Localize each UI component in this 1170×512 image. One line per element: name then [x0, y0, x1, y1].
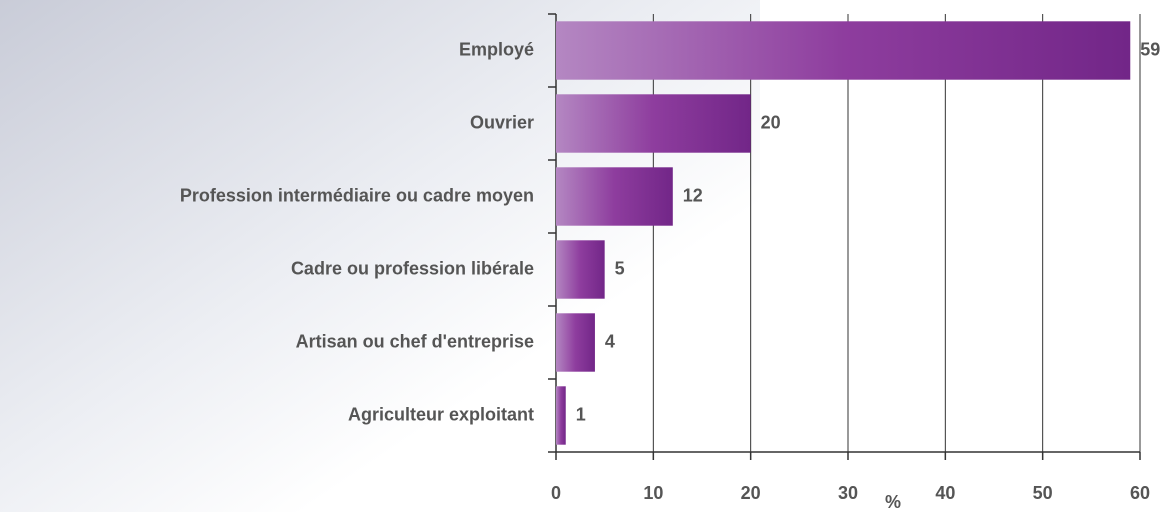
x-tick-label: 20 — [741, 483, 761, 503]
bar — [556, 386, 566, 445]
value-label: 5 — [615, 258, 625, 278]
x-axis-label: % — [885, 492, 901, 512]
y-tick-label: Cadre ou profession libérale — [291, 258, 534, 278]
x-tick-label: 60 — [1130, 483, 1150, 503]
value-label: 12 — [683, 185, 703, 205]
bar — [556, 94, 751, 153]
x-tick-label: 40 — [935, 483, 955, 503]
value-label: 59 — [1140, 39, 1160, 59]
y-tick-label: Agriculteur exploitant — [348, 404, 534, 424]
x-tick-label: 50 — [1033, 483, 1053, 503]
x-tick-label: 10 — [643, 483, 663, 503]
x-tick-label: 30 — [838, 483, 858, 503]
bar — [556, 167, 673, 226]
value-label: 4 — [605, 331, 615, 351]
value-label: 1 — [576, 404, 586, 424]
bar — [556, 21, 1131, 80]
bar — [556, 240, 605, 299]
x-tick-label: 0 — [551, 483, 561, 503]
y-tick-label: Ouvrier — [470, 112, 534, 132]
y-tick-label: Profession intermédiaire ou cadre moyen — [180, 185, 534, 205]
background — [0, 0, 760, 512]
y-tick-label: Employé — [459, 39, 534, 59]
y-tick-label: Artisan ou chef d'entreprise — [296, 331, 534, 351]
value-label: 20 — [761, 112, 781, 132]
bar — [556, 313, 595, 372]
